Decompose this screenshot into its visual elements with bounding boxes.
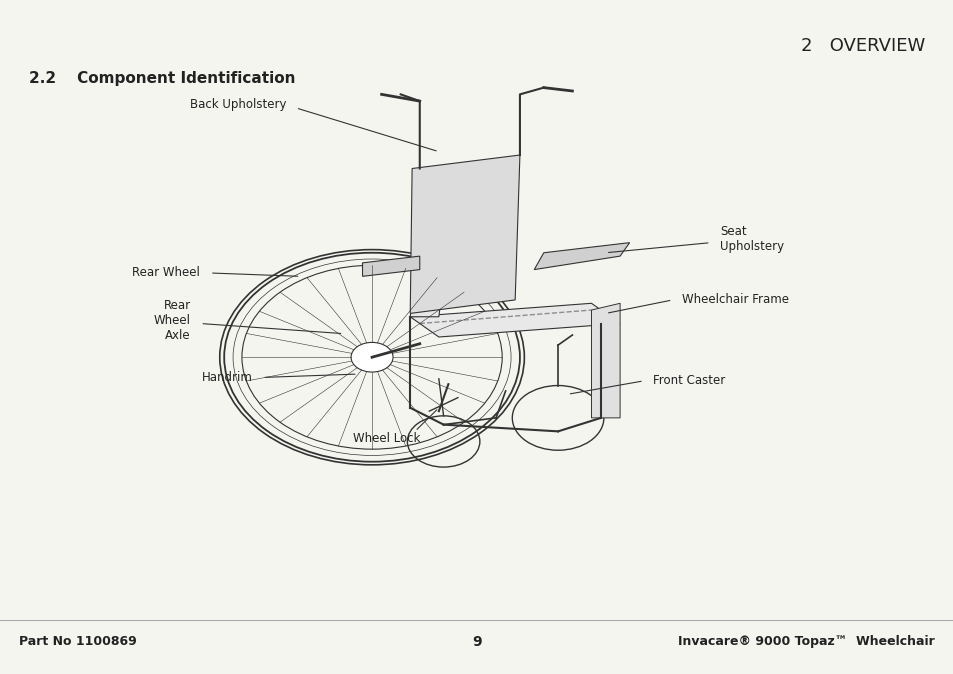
Polygon shape xyxy=(534,243,629,270)
Text: 2.2    Component Identification: 2.2 Component Identification xyxy=(29,71,294,86)
Text: 2   OVERVIEW: 2 OVERVIEW xyxy=(801,37,924,55)
Text: Handrim: Handrim xyxy=(202,371,253,384)
Text: Wheelchair Frame: Wheelchair Frame xyxy=(681,293,788,307)
Text: Invacare® 9000 Topaz™  Wheelchair: Invacare® 9000 Topaz™ Wheelchair xyxy=(678,635,934,648)
Polygon shape xyxy=(410,168,457,317)
Polygon shape xyxy=(410,155,519,313)
Text: 9: 9 xyxy=(472,635,481,648)
Text: Seat
Upholstery: Seat Upholstery xyxy=(720,225,783,253)
Text: Rear
Wheel
Axle: Rear Wheel Axle xyxy=(153,299,191,342)
Text: Back Upholstery: Back Upholstery xyxy=(190,98,286,111)
Circle shape xyxy=(351,342,393,372)
Text: Rear Wheel: Rear Wheel xyxy=(132,266,200,280)
Polygon shape xyxy=(410,303,619,337)
Polygon shape xyxy=(591,303,619,418)
Text: Front Caster: Front Caster xyxy=(653,374,725,388)
Text: Part No 1100869: Part No 1100869 xyxy=(19,635,136,648)
Text: Wheel Lock: Wheel Lock xyxy=(353,431,419,445)
Polygon shape xyxy=(362,256,419,276)
